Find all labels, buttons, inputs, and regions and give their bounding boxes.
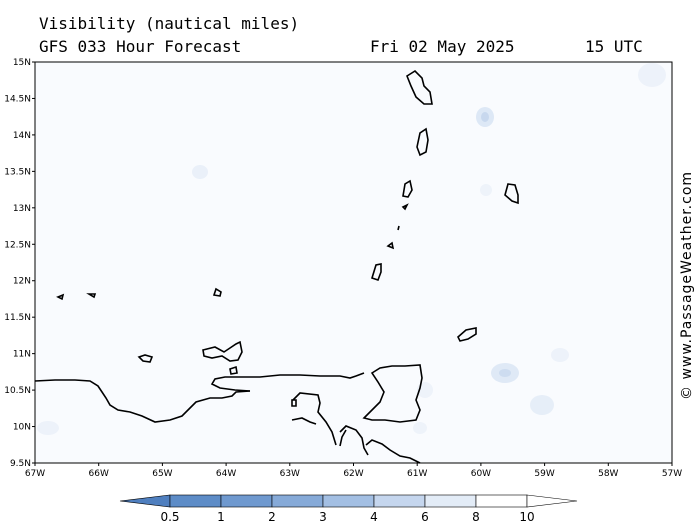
- forecast-subtitle: GFS 033 Hour Forecast: [39, 37, 242, 56]
- legend-swatch: [220, 494, 273, 508]
- lat-tick-label: 12.5N: [4, 240, 31, 250]
- lon-tick-label: 60W: [471, 469, 491, 479]
- legend-label: 1: [217, 510, 225, 524]
- credit-watermark: © www.PassageWeather.com: [679, 170, 695, 400]
- lon-tick-label: 59W: [534, 469, 554, 479]
- map-title: Visibility (nautical miles): [39, 14, 300, 33]
- lon-tick-label: 65W: [152, 469, 172, 479]
- lon-tick-label: 67W: [25, 469, 45, 479]
- legend-label: 6: [421, 510, 429, 524]
- legend-swatch: [424, 494, 477, 508]
- margarita: [202, 340, 243, 362]
- legend-swatch: [475, 494, 528, 508]
- lon-tick-label: 58W: [598, 469, 618, 479]
- legend-swatch: [169, 494, 222, 508]
- legend-high-arrow: [526, 494, 578, 508]
- islet-paria: [291, 399, 297, 407]
- st-lucia: [416, 127, 429, 157]
- legend-label: 8: [472, 510, 480, 524]
- legend-swatch: [322, 494, 375, 508]
- legend-label: 3: [319, 510, 327, 524]
- legend-label: 0.5: [160, 510, 179, 524]
- lon-tick-label: 64W: [216, 469, 236, 479]
- trinidad: [362, 364, 423, 423]
- lat-tick-label: 13.5N: [4, 167, 31, 177]
- tobago: [457, 327, 477, 342]
- legend-label: 10: [519, 510, 534, 524]
- legend-swatch: [271, 494, 324, 508]
- bonaire: [86, 293, 97, 299]
- guyana-coast: [365, 439, 421, 464]
- map-background: [35, 62, 672, 463]
- venezuela-coast-east: [210, 372, 365, 392]
- barbados: [504, 183, 519, 205]
- visibility-legend: 0.5 1 2 3 4 6 8 10: [119, 494, 578, 524]
- lat-tick-label: 11.5N: [4, 313, 31, 323]
- delta-coast-2: [339, 425, 369, 456]
- islet-coche: [229, 365, 238, 375]
- lat-tick-label: 12N: [13, 277, 31, 287]
- lon-tick-label: 61W: [407, 469, 427, 479]
- venezuela-coast: [34, 379, 251, 423]
- lat-tick-label: 11N: [13, 350, 31, 360]
- lat-tick-label: 10.5N: [4, 386, 31, 396]
- delta-coast-1: [291, 417, 317, 425]
- curacao: [137, 354, 154, 363]
- grenada: [371, 263, 382, 282]
- orchila: [212, 287, 222, 297]
- lat-tick-label: 10N: [13, 423, 31, 433]
- aruba: [56, 293, 65, 301]
- lon-tick-label: 63W: [280, 469, 300, 479]
- grenadine-2: [397, 225, 400, 231]
- legend-swatch: [373, 494, 426, 508]
- lat-tick-label: 15N: [13, 58, 31, 68]
- legend-label: 2: [268, 510, 276, 524]
- coastlines: [34, 69, 519, 464]
- martinique: [406, 69, 433, 105]
- lon-tick-label: 66W: [89, 469, 109, 479]
- lon-tick-label: 57W: [662, 469, 682, 479]
- bequia: [401, 203, 409, 211]
- lat-tick-label: 14N: [13, 131, 31, 141]
- lon-tick-label: 62W: [343, 469, 363, 479]
- forecast-date: Fri 02 May 2025: [370, 37, 515, 56]
- gulf-of-paria-west: [292, 392, 337, 446]
- lat-tick-label: 9.5N: [10, 459, 31, 469]
- grenadine-1: [386, 241, 395, 250]
- lat-tick-label: 13N: [13, 204, 31, 214]
- delta-inlet: [339, 429, 347, 447]
- st-vincent: [402, 179, 413, 198]
- forecast-time: 15 UTC: [585, 37, 643, 56]
- axis-ticks: 15N 14.5N 14N 13.5N 13N 12.5N 12N 11.5N 11N 10.5N…: [4, 58, 682, 479]
- legend-label: 4: [370, 510, 378, 524]
- lat-tick-label: 14.5N: [4, 94, 31, 104]
- legend-low-arrow: [119, 494, 171, 508]
